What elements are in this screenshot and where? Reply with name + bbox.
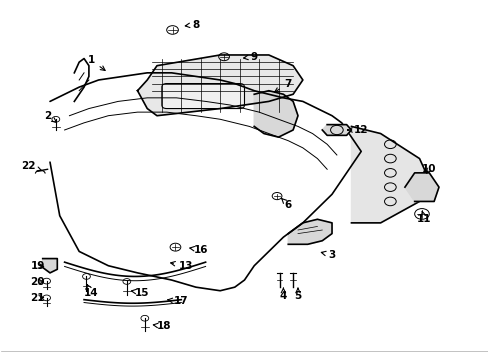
Polygon shape [137,55,302,116]
Text: 17: 17 [167,296,188,306]
Text: 14: 14 [84,284,99,297]
Polygon shape [404,173,438,202]
Text: 3: 3 [321,250,335,260]
Text: 12: 12 [347,125,367,135]
Text: 6: 6 [281,198,291,210]
Text: 20: 20 [31,277,45,287]
Polygon shape [254,91,297,137]
Polygon shape [42,258,57,273]
Text: 9: 9 [243,52,257,62]
Text: 7: 7 [274,78,291,92]
Text: 4: 4 [279,288,286,301]
Polygon shape [351,126,428,223]
Text: 15: 15 [131,288,149,297]
Text: 18: 18 [153,321,171,332]
FancyBboxPatch shape [162,84,244,109]
Text: 8: 8 [185,19,199,30]
Text: 10: 10 [421,164,436,174]
Text: 5: 5 [294,288,301,301]
Polygon shape [322,125,351,135]
Text: 1: 1 [87,55,105,71]
Text: 13: 13 [170,261,193,271]
Polygon shape [287,219,331,244]
Text: 2: 2 [44,111,57,122]
Text: 11: 11 [416,211,431,224]
Text: 21: 21 [31,293,45,303]
Text: 16: 16 [189,245,207,255]
Text: 19: 19 [31,261,45,271]
Text: 22: 22 [21,161,41,171]
